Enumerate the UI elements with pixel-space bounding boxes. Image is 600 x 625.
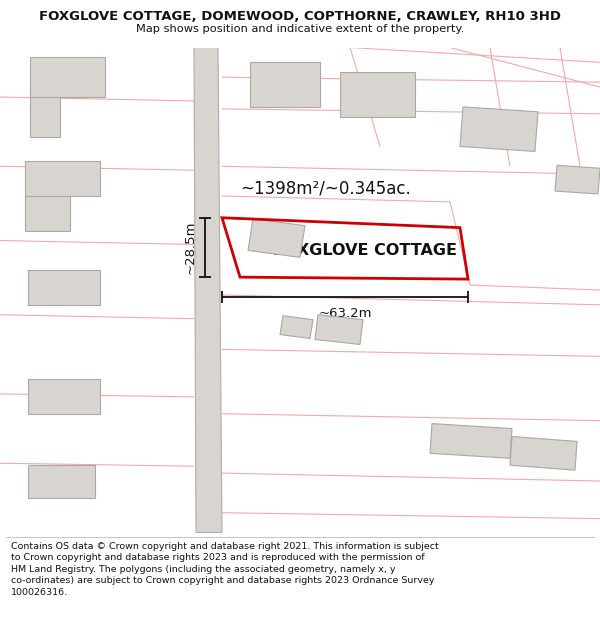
- Polygon shape: [280, 316, 313, 339]
- Polygon shape: [28, 379, 100, 414]
- Polygon shape: [510, 436, 577, 470]
- Polygon shape: [340, 72, 415, 117]
- Polygon shape: [28, 465, 95, 498]
- Polygon shape: [28, 270, 100, 305]
- Text: ~28.5m: ~28.5m: [184, 221, 197, 274]
- Polygon shape: [25, 196, 70, 231]
- Text: ~1398m²/~0.345ac.: ~1398m²/~0.345ac.: [240, 180, 411, 198]
- Polygon shape: [248, 219, 305, 258]
- Polygon shape: [430, 424, 512, 458]
- Text: FOXGLOVE COTTAGE: FOXGLOVE COTTAGE: [273, 243, 457, 258]
- Polygon shape: [315, 315, 363, 344]
- Text: Contains OS data © Crown copyright and database right 2021. This information is : Contains OS data © Crown copyright and d…: [11, 542, 439, 596]
- Polygon shape: [194, 48, 222, 532]
- Polygon shape: [460, 107, 538, 151]
- Text: FOXGLOVE COTTAGE, DOMEWOOD, COPTHORNE, CRAWLEY, RH10 3HD: FOXGLOVE COTTAGE, DOMEWOOD, COPTHORNE, C…: [39, 9, 561, 22]
- Polygon shape: [25, 161, 100, 196]
- Text: Map shows position and indicative extent of the property.: Map shows position and indicative extent…: [136, 24, 464, 34]
- Polygon shape: [30, 97, 60, 137]
- Text: ~63.2m: ~63.2m: [318, 307, 372, 320]
- Polygon shape: [250, 62, 320, 107]
- Polygon shape: [555, 165, 600, 194]
- Polygon shape: [30, 58, 105, 97]
